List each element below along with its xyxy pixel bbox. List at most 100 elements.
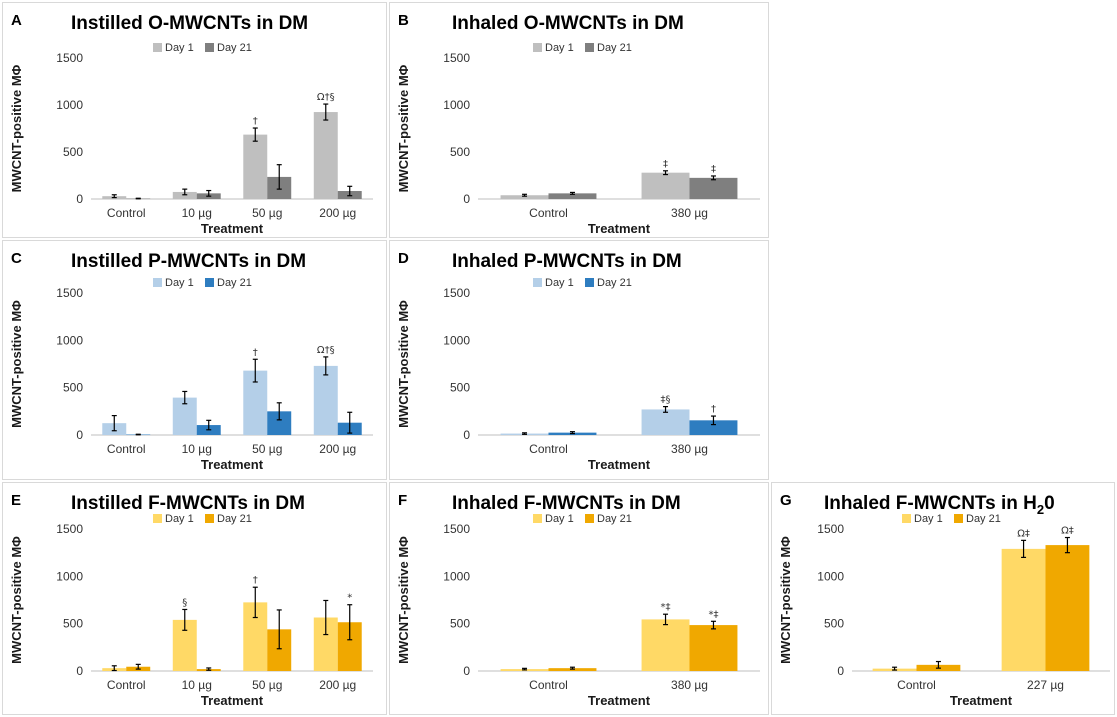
chart-title: Instilled O-MWCNTs in DM [71, 13, 308, 34]
legend-swatch [585, 278, 594, 287]
legend-label: Day 1 [165, 513, 194, 525]
y-tick-label: 1500 [443, 522, 470, 536]
y-tick-label: 1500 [443, 286, 470, 300]
legend-label: Day 1 [914, 513, 943, 525]
x-tick-label: 50 µg [252, 442, 282, 456]
chart-title-main: Instilled F-MWCNTs in DM [71, 493, 305, 514]
panel-letter: G [780, 492, 792, 509]
y-tick-label: 1000 [56, 333, 83, 347]
significance-marker: † [253, 575, 258, 586]
x-tick-label: 380 µg [671, 442, 708, 456]
x-tick-label: 200 µg [319, 442, 356, 456]
y-axis-label: MWCNT-positive MΦ [9, 64, 24, 192]
x-tick-label: 10 µg [182, 442, 212, 456]
chart-b: B Inhaled O-MWCNTs in DM Day 1 Day 21 0 500 10… [396, 12, 760, 236]
y-axis-label: MWCNT-positive MΦ [396, 536, 411, 664]
y-tick-label: 1500 [56, 51, 83, 65]
x-tick-label: Control [107, 442, 146, 456]
chart-title-main: Inhaled O-MWCNTs in DM [452, 13, 684, 34]
y-tick-label: 500 [824, 617, 844, 631]
legend-label: Day 21 [597, 513, 632, 525]
bar [313, 112, 338, 199]
legend-label: Day 21 [217, 277, 252, 289]
y-tick-label: 500 [63, 617, 83, 631]
chart-title-main: Inhaled P-MWCNTs in DM [452, 251, 682, 272]
x-tick-label: Control [107, 206, 146, 220]
bar [313, 365, 338, 435]
x-axis-label: Treatment [201, 693, 264, 708]
significance-marker: *‡ [708, 609, 718, 620]
bar [172, 397, 197, 435]
bar [641, 172, 690, 199]
bar [548, 193, 597, 199]
x-tick-label: Control [107, 678, 146, 692]
bar [172, 619, 197, 671]
chart-title-main: Inhaled F-MWCNTs in DM [452, 493, 681, 514]
bar [689, 177, 738, 199]
legend-swatch [205, 278, 214, 287]
x-tick-label: 50 µg [252, 206, 282, 220]
chart-title: Inhaled P-MWCNTs in DM [452, 251, 682, 272]
legend-label: Day 1 [545, 513, 574, 525]
legend-swatch [153, 514, 162, 523]
y-tick-label: 0 [463, 192, 470, 206]
y-tick-label: 1000 [817, 569, 844, 583]
chart-title-subscript: 2 [1037, 502, 1044, 517]
bar [641, 409, 690, 435]
x-axis-label: Treatment [588, 221, 651, 236]
bar [1001, 548, 1046, 671]
x-tick-label: Control [529, 442, 568, 456]
x-tick-label: 380 µg [671, 678, 708, 692]
x-tick-label: Control [529, 678, 568, 692]
y-tick-label: 1000 [443, 333, 470, 347]
y-tick-label: 500 [450, 381, 470, 395]
bar [689, 420, 738, 435]
x-axis-label: Treatment [201, 457, 264, 472]
chart-title: Inhaled O-MWCNTs in DM [452, 13, 684, 34]
legend-label: Day 1 [165, 277, 194, 289]
y-tick-label: 1500 [817, 522, 844, 536]
bar [267, 629, 292, 671]
x-tick-label: Control [897, 678, 936, 692]
y-tick-label: 1500 [443, 51, 470, 65]
panel-f: F Inhaled F-MWCNTs in DM Day 1 Day 21 0 500 10… [389, 482, 769, 715]
legend-swatch [153, 43, 162, 52]
chart-a: A Instilled O-MWCNTs in DM Day 1 Day 21 0 500… [9, 12, 373, 236]
significance-marker: † [711, 404, 716, 415]
bar [500, 195, 549, 199]
panel-letter: E [11, 492, 21, 509]
significance-marker: Ω‡ [1017, 528, 1030, 539]
panel-b: B Inhaled O-MWCNTs in DM Day 1 Day 21 0 500 10… [389, 2, 769, 238]
y-tick-label: 1000 [443, 569, 470, 583]
chart-title-end: 0 [1044, 493, 1055, 514]
panel-e: E Instilled F-MWCNTs in DM Day 1 Day 21 0 500… [2, 482, 387, 715]
y-tick-label: 0 [76, 664, 83, 678]
significance-marker: † [253, 347, 258, 358]
significance-marker: † [253, 116, 258, 127]
legend-swatch [585, 43, 594, 52]
x-tick-label: 10 µg [182, 206, 212, 220]
significance-marker: *‡ [661, 602, 671, 613]
legend-swatch [585, 514, 594, 523]
bar [1045, 545, 1090, 671]
x-tick-label: 200 µg [319, 206, 356, 220]
panel-letter: D [398, 250, 409, 267]
x-tick-label: 200 µg [319, 678, 356, 692]
legend-swatch [902, 514, 911, 523]
legend-label: Day 21 [217, 42, 252, 54]
legend-swatch [153, 278, 162, 287]
legend-swatch [205, 514, 214, 523]
significance-marker: Ω†§ [317, 92, 335, 103]
significance-marker: ‡§ [661, 395, 671, 406]
x-axis-label: Treatment [588, 693, 651, 708]
legend-swatch [205, 43, 214, 52]
y-tick-label: 1500 [56, 286, 83, 300]
legend-label: Day 1 [165, 42, 194, 54]
significance-marker: Ω‡ [1061, 526, 1074, 537]
legend-label: Day 21 [597, 42, 632, 54]
x-tick-label: 227 µg [1027, 678, 1064, 692]
chart-title-main: Inhaled F-MWCNTs in H [824, 493, 1037, 514]
y-tick-label: 500 [450, 617, 470, 631]
y-axis-label: MWCNT-positive MΦ [396, 64, 411, 192]
